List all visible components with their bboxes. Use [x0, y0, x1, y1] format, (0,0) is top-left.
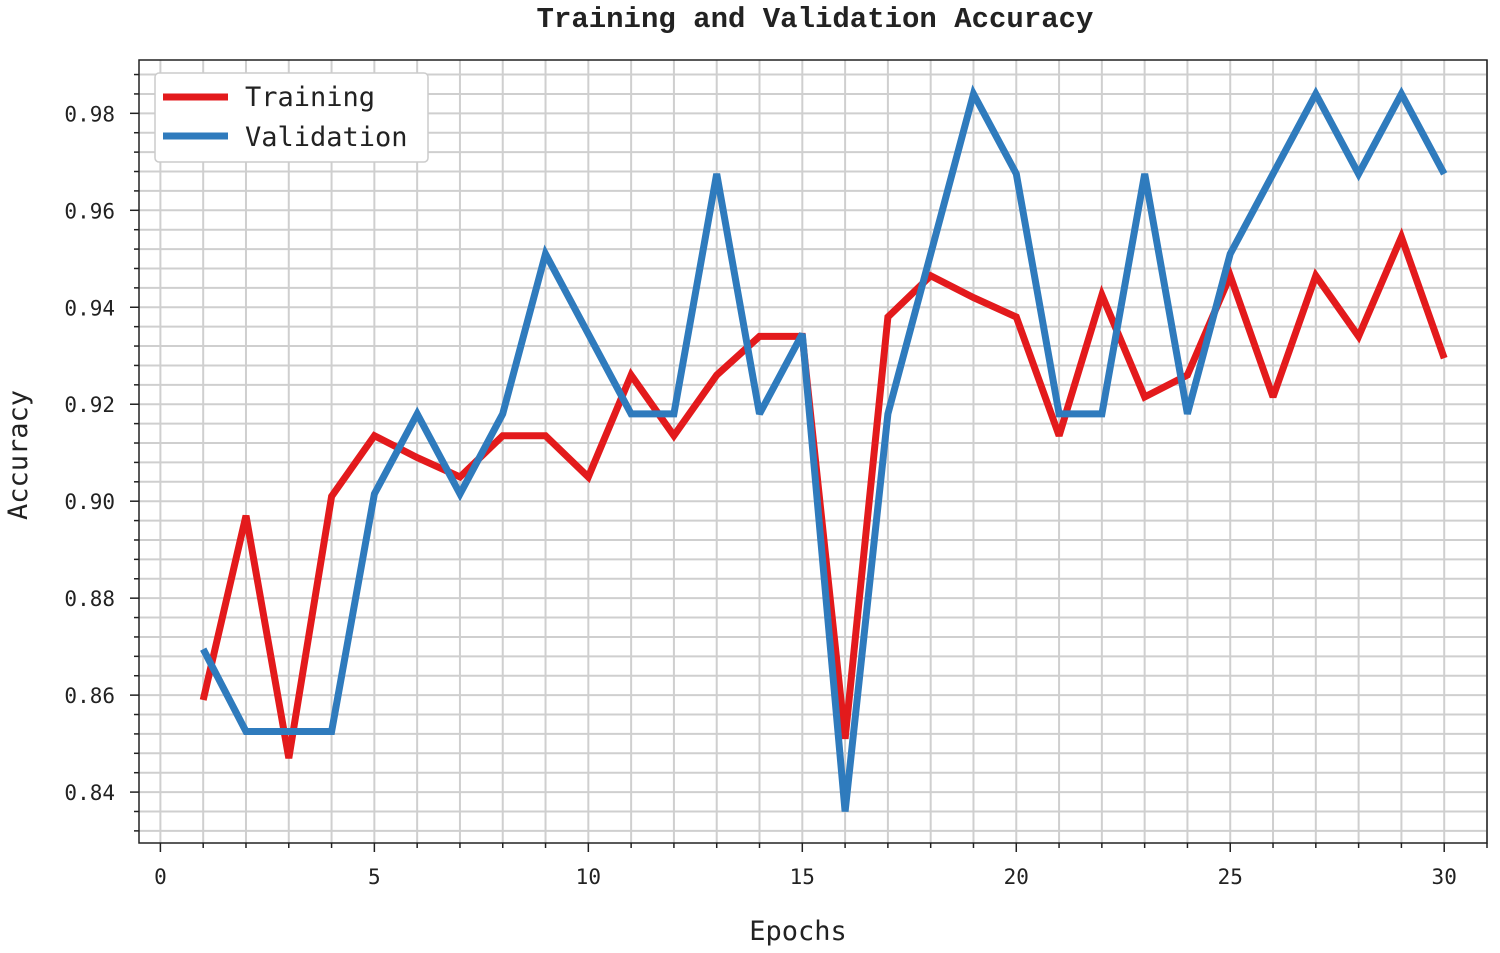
y-tick-label: 0.98: [64, 102, 115, 126]
y-tick-label: 0.92: [64, 393, 115, 417]
axis-ticks: 0 5 10 15 20 25 30 0.84 0.86 0.88 0.90 0.92 0.94 0.96…: [64, 73, 1488, 889]
x-axis-label: Epochs: [749, 916, 847, 947]
legend-label-validation: Validation: [245, 122, 408, 153]
legend: Training Validation: [154, 72, 429, 163]
x-tick-label: 20: [1004, 865, 1029, 889]
plot-frame: [138, 59, 1488, 844]
x-tick-label: 10: [576, 865, 601, 889]
plot-border: [138, 59, 1488, 844]
x-tick-label: 0: [154, 865, 167, 889]
legend-label-training: Training: [245, 82, 375, 113]
x-tick-label: 30: [1432, 865, 1457, 889]
y-tick-label: 0.88: [64, 587, 115, 611]
y-axis-label: Accuracy: [3, 390, 34, 520]
x-tick-label: 15: [790, 865, 815, 889]
x-tick-label: 5: [368, 865, 381, 889]
y-tick-label: 0.86: [64, 684, 115, 708]
y-tick-label: 0.90: [64, 490, 115, 514]
y-tick-label: 0.84: [64, 781, 115, 805]
series-lines: [199, 84, 1448, 812]
y-tick-label: 0.96: [64, 199, 115, 223]
chart-title: Training and Validation Accuracy: [537, 3, 1094, 36]
series-line-validation: [200, 84, 1448, 812]
x-tick-label: 25: [1218, 865, 1243, 889]
series-line-training: [199, 227, 1448, 759]
y-tick-label: 0.94: [64, 296, 115, 320]
